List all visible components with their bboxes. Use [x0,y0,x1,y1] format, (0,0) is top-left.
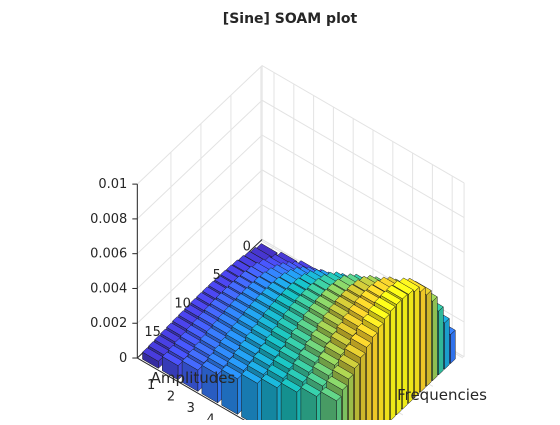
bar-side [426,289,432,387]
y-axis-label: Amplitudes [151,369,236,387]
bar-side [372,332,378,425]
bar-side [336,395,342,425]
bar-side [408,289,414,405]
bar-side [420,286,426,393]
z-gridline-3 [136,134,465,255]
bar-side [396,299,402,416]
bar [161,351,184,381]
bar-side [360,352,366,425]
z-gridline-4 [136,99,465,220]
bar-side [390,306,396,422]
x-tick-label: 2 [167,389,175,404]
z-gridline-5 [136,64,465,185]
bar-side [402,293,408,410]
bar-side [378,322,384,425]
x-tick-label: 3 [187,401,195,416]
bars-layer [142,243,456,425]
y-tick-label: 10 [174,297,191,312]
bar [181,356,204,392]
y-tick-label: 5 [213,268,221,283]
bar [320,386,342,425]
bar [241,369,263,425]
z-tick-label: 0.004 [90,281,127,296]
x-axis-line [137,357,254,425]
bar-side [366,342,372,425]
bar-side [450,329,456,365]
bar [201,360,223,404]
bar-side [384,313,390,425]
ticks-layer: 00.0020.0040.0060.0080.01051015123456789… [90,177,251,425]
z-tick-label: 0.01 [98,177,127,192]
z-tick-label: 0 [119,351,127,366]
bar [142,347,164,369]
z-tick-label: 0.006 [90,247,127,262]
bar-side [348,373,354,425]
z-tick-label: 0.008 [90,212,127,227]
bar-side [342,384,348,425]
bar [260,373,283,425]
y-tick-label: 15 [144,325,161,340]
x-tick-label: 4 [206,412,214,420]
bar [221,364,243,415]
x-axis-label: Frequencies [397,386,487,404]
bar-side [444,317,450,370]
bar-side [432,296,438,382]
bar-side [438,306,444,376]
x-tick-label: 1 [147,378,155,393]
bar-side [354,363,360,425]
z-tick-label: 0.002 [90,316,127,331]
chart-title: [Sine] SOAM plot [223,11,358,27]
y-tick-label: 0 [243,240,251,255]
bar-side [414,286,420,399]
